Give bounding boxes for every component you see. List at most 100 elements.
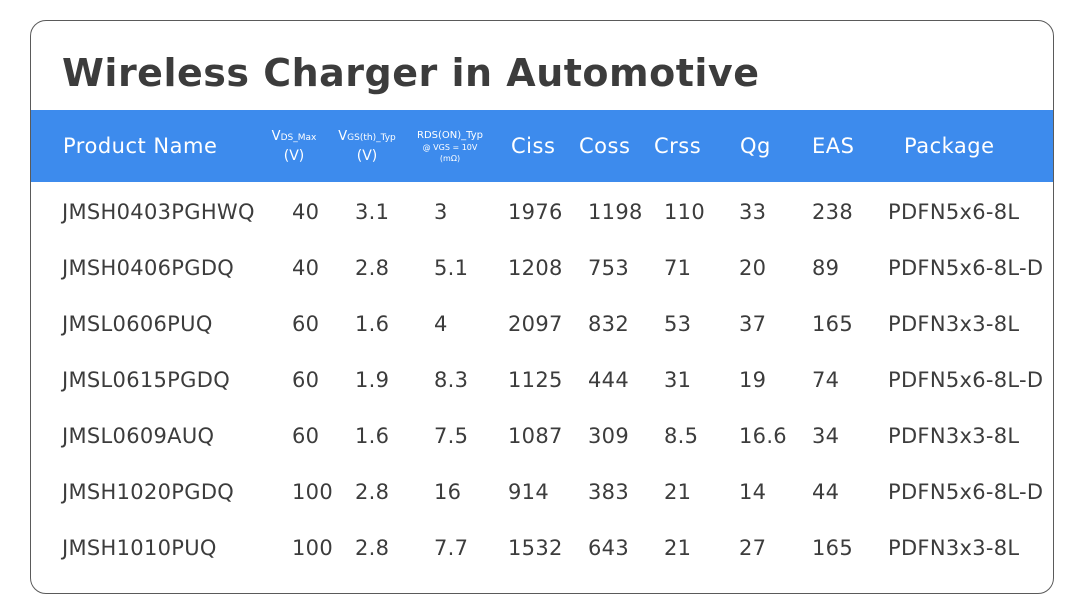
cell-ciss: 2097 bbox=[508, 312, 563, 336]
header-rds-label: RDS(ON)_Typ bbox=[417, 129, 483, 141]
header-vgs-unit: (V) bbox=[356, 147, 378, 164]
product-table-card: Wireless Charger in Automotive Product N… bbox=[30, 20, 1054, 594]
header-vgs-symbol: V bbox=[338, 128, 348, 144]
cell-vds: 100 bbox=[292, 536, 333, 560]
cell-crss: 71 bbox=[664, 256, 692, 280]
cell-product-name: JMSH1010PUQ bbox=[62, 536, 217, 560]
header-vgs-subscript: GS(th)_Typ bbox=[347, 132, 396, 143]
cell-rds: 5.1 bbox=[434, 256, 469, 280]
cell-ciss: 1532 bbox=[508, 536, 563, 560]
cell-crss: 21 bbox=[664, 536, 692, 560]
header-ciss: Ciss bbox=[511, 134, 556, 158]
header-vds-unit: (V) bbox=[283, 147, 305, 164]
cell-product-name: JMSL0606PUQ bbox=[62, 312, 213, 336]
cell-vgs: 1.6 bbox=[355, 424, 390, 448]
cell-product-name: JMSH0403PGHWQ bbox=[62, 200, 255, 224]
cell-ciss: 914 bbox=[508, 480, 549, 504]
cell-package: PDFN3x3-8L bbox=[888, 312, 1020, 336]
cell-coss: 753 bbox=[588, 256, 629, 280]
cell-eas: 165 bbox=[812, 536, 853, 560]
cell-crss: 31 bbox=[664, 368, 692, 392]
cell-rds: 7.7 bbox=[434, 536, 469, 560]
header-vds: VDS_Max (V) bbox=[267, 110, 321, 182]
cell-vds: 100 bbox=[292, 480, 333, 504]
cell-vgs: 2.8 bbox=[355, 256, 390, 280]
header-vds-subscript: DS_Max bbox=[280, 132, 317, 143]
header-coss: Coss bbox=[579, 134, 631, 158]
header-vds-symbol: V bbox=[271, 128, 281, 144]
header-crss: Crss bbox=[654, 134, 702, 158]
table-row: JMSH1010PUQ 100 2.8 7.7 1532 643 21 27 1… bbox=[31, 520, 1053, 576]
cell-crss: 21 bbox=[664, 480, 692, 504]
header-qg: Qg bbox=[740, 134, 771, 158]
cell-package: PDFN5x6-8L-D bbox=[888, 480, 1044, 504]
table-body: JMSH0403PGHWQ 40 3.1 3 1976 1198 110 33 … bbox=[31, 184, 1053, 576]
cell-crss: 53 bbox=[664, 312, 692, 336]
header-package: Package bbox=[904, 134, 995, 158]
cell-product-name: JMSH0406PGDQ bbox=[62, 256, 235, 280]
table-row: JMSL0615PGDQ 60 1.9 8.3 1125 444 31 19 7… bbox=[31, 352, 1053, 408]
cell-eas: 44 bbox=[812, 480, 840, 504]
cell-qg: 16.6 bbox=[739, 424, 787, 448]
cell-crss: 110 bbox=[664, 200, 705, 224]
cell-vgs: 2.8 bbox=[355, 480, 390, 504]
cell-vgs: 3.1 bbox=[355, 200, 390, 224]
cell-coss: 383 bbox=[588, 480, 629, 504]
cell-product-name: JMSL0609AUQ bbox=[62, 424, 215, 448]
table-row: JMSH0403PGHWQ 40 3.1 3 1976 1198 110 33 … bbox=[31, 184, 1053, 240]
table-row: JMSH1020PGDQ 100 2.8 16 914 383 21 14 44… bbox=[31, 464, 1053, 520]
cell-crss: 8.5 bbox=[664, 424, 699, 448]
cell-vds: 60 bbox=[292, 368, 320, 392]
table-row: JMSL0609AUQ 60 1.6 7.5 1087 309 8.5 16.6… bbox=[31, 408, 1053, 464]
header-rds: RDS(ON)_Typ @ VGS = 10V (mΩ) bbox=[415, 110, 485, 182]
cell-eas: 238 bbox=[812, 200, 853, 224]
cell-rds: 4 bbox=[434, 312, 448, 336]
table-row: JMSL0606PUQ 60 1.6 4 2097 832 53 37 165 … bbox=[31, 296, 1053, 352]
table-header: Product Name VDS_Max (V) VGS(th)_Typ (V)… bbox=[31, 110, 1053, 182]
header-rds-condition: @ VGS = 10V bbox=[422, 142, 478, 152]
cell-qg: 20 bbox=[739, 256, 767, 280]
cell-ciss: 1087 bbox=[508, 424, 563, 448]
cell-eas: 74 bbox=[812, 368, 840, 392]
cell-vds: 60 bbox=[292, 312, 320, 336]
cell-coss: 832 bbox=[588, 312, 629, 336]
cell-eas: 165 bbox=[812, 312, 853, 336]
table-row: JMSH0406PGDQ 40 2.8 5.1 1208 753 71 20 8… bbox=[31, 240, 1053, 296]
cell-ciss: 1976 bbox=[508, 200, 563, 224]
cell-package: PDFN5x6-8L-D bbox=[888, 256, 1044, 280]
cell-qg: 19 bbox=[739, 368, 767, 392]
header-product-name: Product Name bbox=[63, 134, 218, 158]
header-eas: EAS bbox=[812, 134, 855, 158]
cell-rds: 16 bbox=[434, 480, 462, 504]
cell-ciss: 1125 bbox=[508, 368, 563, 392]
cell-eas: 34 bbox=[812, 424, 840, 448]
cell-vds: 40 bbox=[292, 256, 320, 280]
cell-coss: 643 bbox=[588, 536, 629, 560]
cell-coss: 444 bbox=[588, 368, 629, 392]
cell-product-name: JMSL0615PGDQ bbox=[62, 368, 231, 392]
cell-rds: 3 bbox=[434, 200, 448, 224]
cell-vgs: 1.6 bbox=[355, 312, 390, 336]
header-vgs: VGS(th)_Typ (V) bbox=[330, 110, 404, 182]
cell-package: PDFN3x3-8L bbox=[888, 536, 1020, 560]
cell-product-name: JMSH1020PGDQ bbox=[62, 480, 235, 504]
cell-rds: 8.3 bbox=[434, 368, 469, 392]
cell-rds: 7.5 bbox=[434, 424, 469, 448]
cell-coss: 309 bbox=[588, 424, 629, 448]
cell-package: PDFN3x3-8L bbox=[888, 424, 1020, 448]
cell-eas: 89 bbox=[812, 256, 840, 280]
cell-vds: 60 bbox=[292, 424, 320, 448]
cell-package: PDFN5x6-8L-D bbox=[888, 368, 1044, 392]
cell-qg: 14 bbox=[739, 480, 767, 504]
page-title: Wireless Charger in Automotive bbox=[62, 51, 760, 95]
cell-vgs: 1.9 bbox=[355, 368, 390, 392]
cell-package: PDFN5x6-8L bbox=[888, 200, 1020, 224]
cell-vds: 40 bbox=[292, 200, 320, 224]
cell-qg: 33 bbox=[739, 200, 767, 224]
cell-coss: 1198 bbox=[588, 200, 643, 224]
cell-qg: 37 bbox=[739, 312, 767, 336]
cell-vgs: 2.8 bbox=[355, 536, 390, 560]
header-rds-unit: (mΩ) bbox=[439, 153, 461, 163]
cell-ciss: 1208 bbox=[508, 256, 563, 280]
cell-qg: 27 bbox=[739, 536, 767, 560]
